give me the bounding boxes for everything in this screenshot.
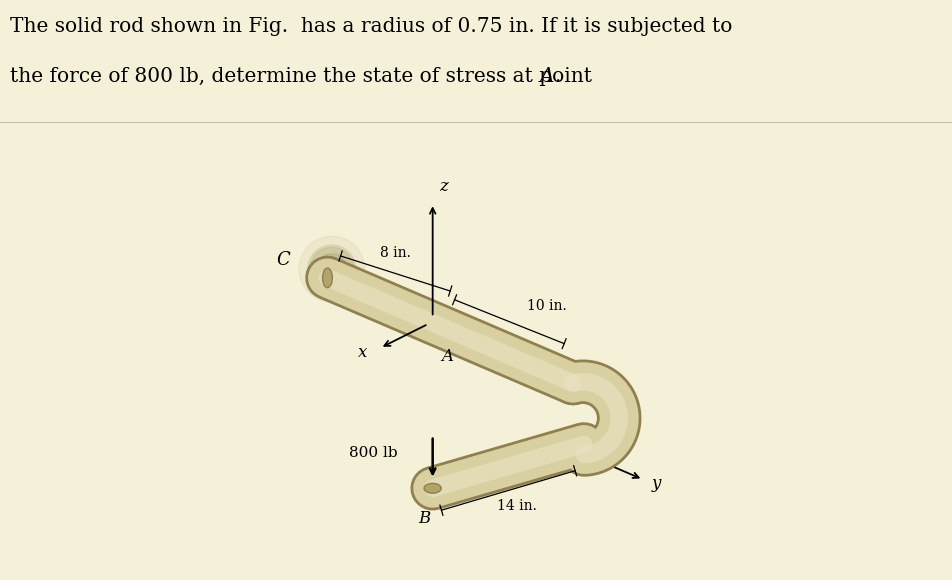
- Text: y: y: [651, 476, 661, 492]
- Text: the force of 800 lb, determine the state of stress at point: the force of 800 lb, determine the state…: [10, 67, 598, 86]
- Text: 10 in.: 10 in.: [526, 299, 566, 313]
- Circle shape: [307, 245, 356, 293]
- Text: A: A: [441, 348, 453, 365]
- Circle shape: [299, 236, 365, 302]
- Text: z: z: [439, 177, 447, 194]
- Text: The solid rod shown in Fig.  has a radius of 0.75 in. If it is subjected to: The solid rod shown in Fig. has a radius…: [10, 17, 731, 36]
- Text: A: A: [540, 67, 554, 86]
- Text: B: B: [417, 510, 429, 527]
- Circle shape: [309, 247, 353, 291]
- Text: .: .: [553, 67, 560, 86]
- Text: 800 lb: 800 lb: [348, 446, 397, 460]
- Circle shape: [316, 253, 347, 284]
- Ellipse shape: [424, 483, 441, 493]
- Text: 8 in.: 8 in.: [380, 246, 410, 260]
- Text: x: x: [357, 344, 367, 361]
- Ellipse shape: [322, 268, 332, 288]
- Text: C: C: [276, 251, 290, 269]
- Text: 14 in.: 14 in.: [497, 499, 536, 513]
